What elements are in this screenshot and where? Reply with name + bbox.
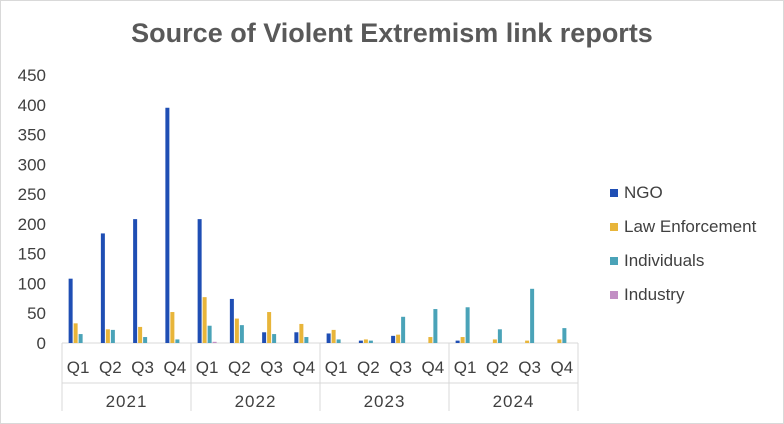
bar-law-enforcement	[234, 318, 239, 343]
bar-law-enforcement	[557, 339, 562, 343]
bar-individuals	[175, 339, 180, 343]
bar-individuals	[336, 339, 341, 343]
bar-ngo	[455, 340, 460, 343]
bar-ngo	[68, 278, 73, 343]
bar-individuals	[465, 307, 470, 343]
bar-ngo	[262, 332, 267, 343]
y-tick-label: 0	[37, 334, 46, 353]
bar-law-enforcement	[138, 326, 143, 343]
bar-individuals	[368, 340, 373, 343]
legend: NGO Law Enforcement Individuals Industry	[610, 176, 756, 312]
legend-item-ngo: NGO	[610, 176, 756, 210]
legend-swatch-industry	[610, 291, 618, 299]
bar-law-enforcement	[170, 312, 175, 343]
legend-swatch-law-enforcement	[610, 223, 618, 231]
group-label: 2023	[364, 392, 406, 411]
bar-ngo	[358, 340, 363, 343]
bar-ngo	[294, 332, 299, 343]
group-label: 2022	[235, 392, 277, 411]
legend-item-law-enforcement: Law Enforcement	[610, 210, 756, 244]
x-tick-label: Q4	[551, 358, 574, 377]
bar-individuals	[143, 337, 148, 343]
bar-law-enforcement	[492, 339, 497, 343]
bar-industry	[212, 341, 217, 343]
y-tick-label: 200	[18, 215, 46, 234]
legend-swatch-ngo	[610, 189, 618, 197]
legend-label-ngo: NGO	[624, 183, 663, 202]
x-tick-label: Q2	[357, 358, 380, 377]
bar-law-enforcement	[460, 337, 465, 343]
bar-ngo	[133, 219, 138, 343]
bar-law-enforcement	[428, 337, 433, 343]
bar-individuals	[304, 337, 309, 343]
bar-individuals	[272, 334, 277, 343]
bar-law-enforcement	[331, 329, 336, 343]
x-tick-label: Q2	[486, 358, 509, 377]
x-tick-label: Q3	[260, 358, 283, 377]
bar-ngo	[165, 107, 170, 343]
x-tick-label: Q2	[99, 358, 122, 377]
group-label: 2024	[493, 392, 535, 411]
legend-item-individuals: Individuals	[610, 244, 756, 278]
bar-law-enforcement	[299, 323, 304, 343]
bar-ngo	[326, 333, 331, 343]
bar-ngo	[197, 219, 202, 343]
bar-individuals	[497, 329, 502, 343]
y-tick-label: 400	[18, 96, 46, 115]
bar-law-enforcement	[525, 340, 530, 343]
x-tick-label: Q3	[518, 358, 541, 377]
bar-law-enforcement	[363, 339, 368, 343]
bar-law-enforcement	[73, 323, 78, 343]
bar-individuals	[110, 329, 115, 343]
bar-individuals	[562, 328, 567, 343]
y-tick-label: 50	[27, 304, 46, 323]
legend-label-industry: Industry	[624, 285, 685, 304]
y-tick-label: 300	[18, 155, 46, 174]
group-label: 2021	[106, 392, 148, 411]
bar-ngo	[391, 335, 396, 343]
bar-individuals	[239, 325, 244, 343]
x-tick-label: Q4	[422, 358, 445, 377]
x-tick-label: Q4	[164, 358, 187, 377]
bar-ngo	[100, 233, 105, 343]
bar-law-enforcement	[396, 334, 401, 343]
bar-individuals	[401, 316, 406, 343]
y-tick-label: 100	[18, 274, 46, 293]
legend-swatch-individuals	[610, 257, 618, 265]
bar-law-enforcement	[105, 329, 110, 343]
x-tick-label: Q4	[293, 358, 316, 377]
x-tick-label: Q2	[228, 358, 251, 377]
x-tick-label: Q1	[454, 358, 477, 377]
y-tick-label: 350	[18, 126, 46, 145]
bar-individuals	[207, 325, 212, 343]
x-tick-label: Q1	[196, 358, 219, 377]
bar-individuals	[433, 309, 438, 343]
bar-ngo	[229, 298, 234, 343]
x-tick-label: Q1	[67, 358, 90, 377]
y-tick-label: 250	[18, 185, 46, 204]
bar-law-enforcement	[202, 297, 207, 343]
bar-individuals	[78, 334, 83, 343]
x-tick-label: Q3	[131, 358, 154, 377]
legend-item-industry: Industry	[610, 278, 756, 312]
legend-label-law-enforcement: Law Enforcement	[624, 217, 757, 236]
y-tick-label: 150	[18, 245, 46, 264]
legend-label-individuals: Individuals	[624, 251, 705, 270]
x-tick-label: Q1	[325, 358, 348, 377]
bar-law-enforcement	[267, 312, 272, 343]
x-tick-label: Q3	[389, 358, 412, 377]
y-tick-label: 450	[18, 66, 46, 85]
chart-title: Source of Violent Extremism link reports	[131, 18, 653, 48]
bar-individuals	[530, 288, 535, 343]
